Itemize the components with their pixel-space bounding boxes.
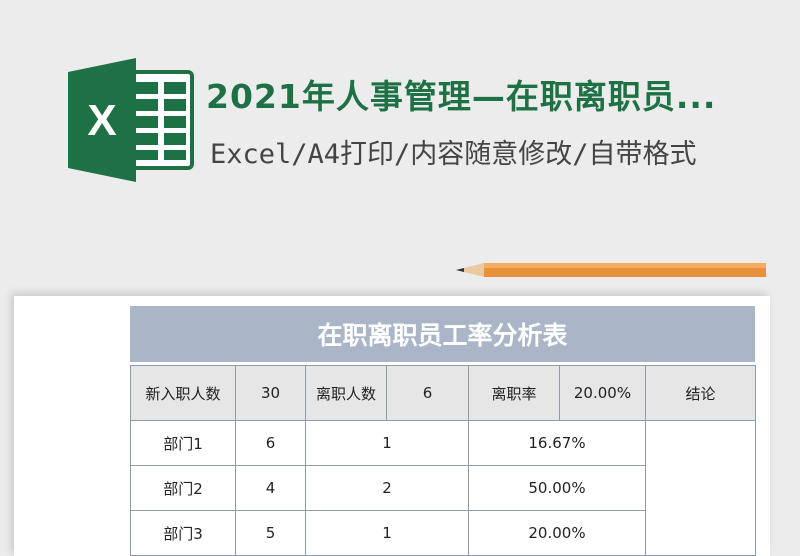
new-cell[interactable]: 6 [235,420,306,466]
table-row: 部门1 6 1 16.67% [130,420,756,556]
dept-cell[interactable]: 部门2 [130,465,236,511]
new-hires-label: 新入职人数 [130,365,236,421]
page-subtitle: Excel/A4打印/内容随意修改/自带格式 [210,139,697,170]
conclusion-label: 结论 [645,365,756,421]
pencil-icon [456,263,766,277]
analysis-table: 新入职人数 30 离职人数 6 离职率 20.00% 结论 部门1 6 1 16… [130,365,756,556]
page-title: 2021年人事管理—在职离职员... [206,77,717,116]
leave-cell[interactable]: 1 [305,510,469,556]
new-cell[interactable]: 5 [235,510,306,556]
leave-cell[interactable]: 2 [305,465,469,511]
logo-letter: X [87,96,116,145]
leave-cell[interactable]: 1 [305,420,469,466]
rate-cell[interactable]: 20.00% [468,510,646,556]
turnover-rate-label: 离职率 [468,365,560,421]
leavers-label: 离职人数 [305,365,387,421]
dept-cell[interactable]: 部门3 [130,510,236,556]
summary-row: 新入职人数 30 离职人数 6 离职率 20.00% 结论 [130,365,756,421]
dept-cell[interactable]: 部门1 [130,420,236,466]
new-hires-value[interactable]: 30 [235,365,306,421]
new-cell[interactable]: 4 [235,465,306,511]
rate-cell[interactable]: 16.67% [468,420,646,466]
excel-logo-icon: X [68,58,194,182]
rate-cell[interactable]: 50.00% [468,465,646,511]
conclusion-cell[interactable] [645,420,756,556]
leavers-value[interactable]: 6 [386,365,469,421]
sheet-title: 在职离职员工率分析表 [130,306,755,362]
turnover-rate-value[interactable]: 20.00% [559,365,646,421]
